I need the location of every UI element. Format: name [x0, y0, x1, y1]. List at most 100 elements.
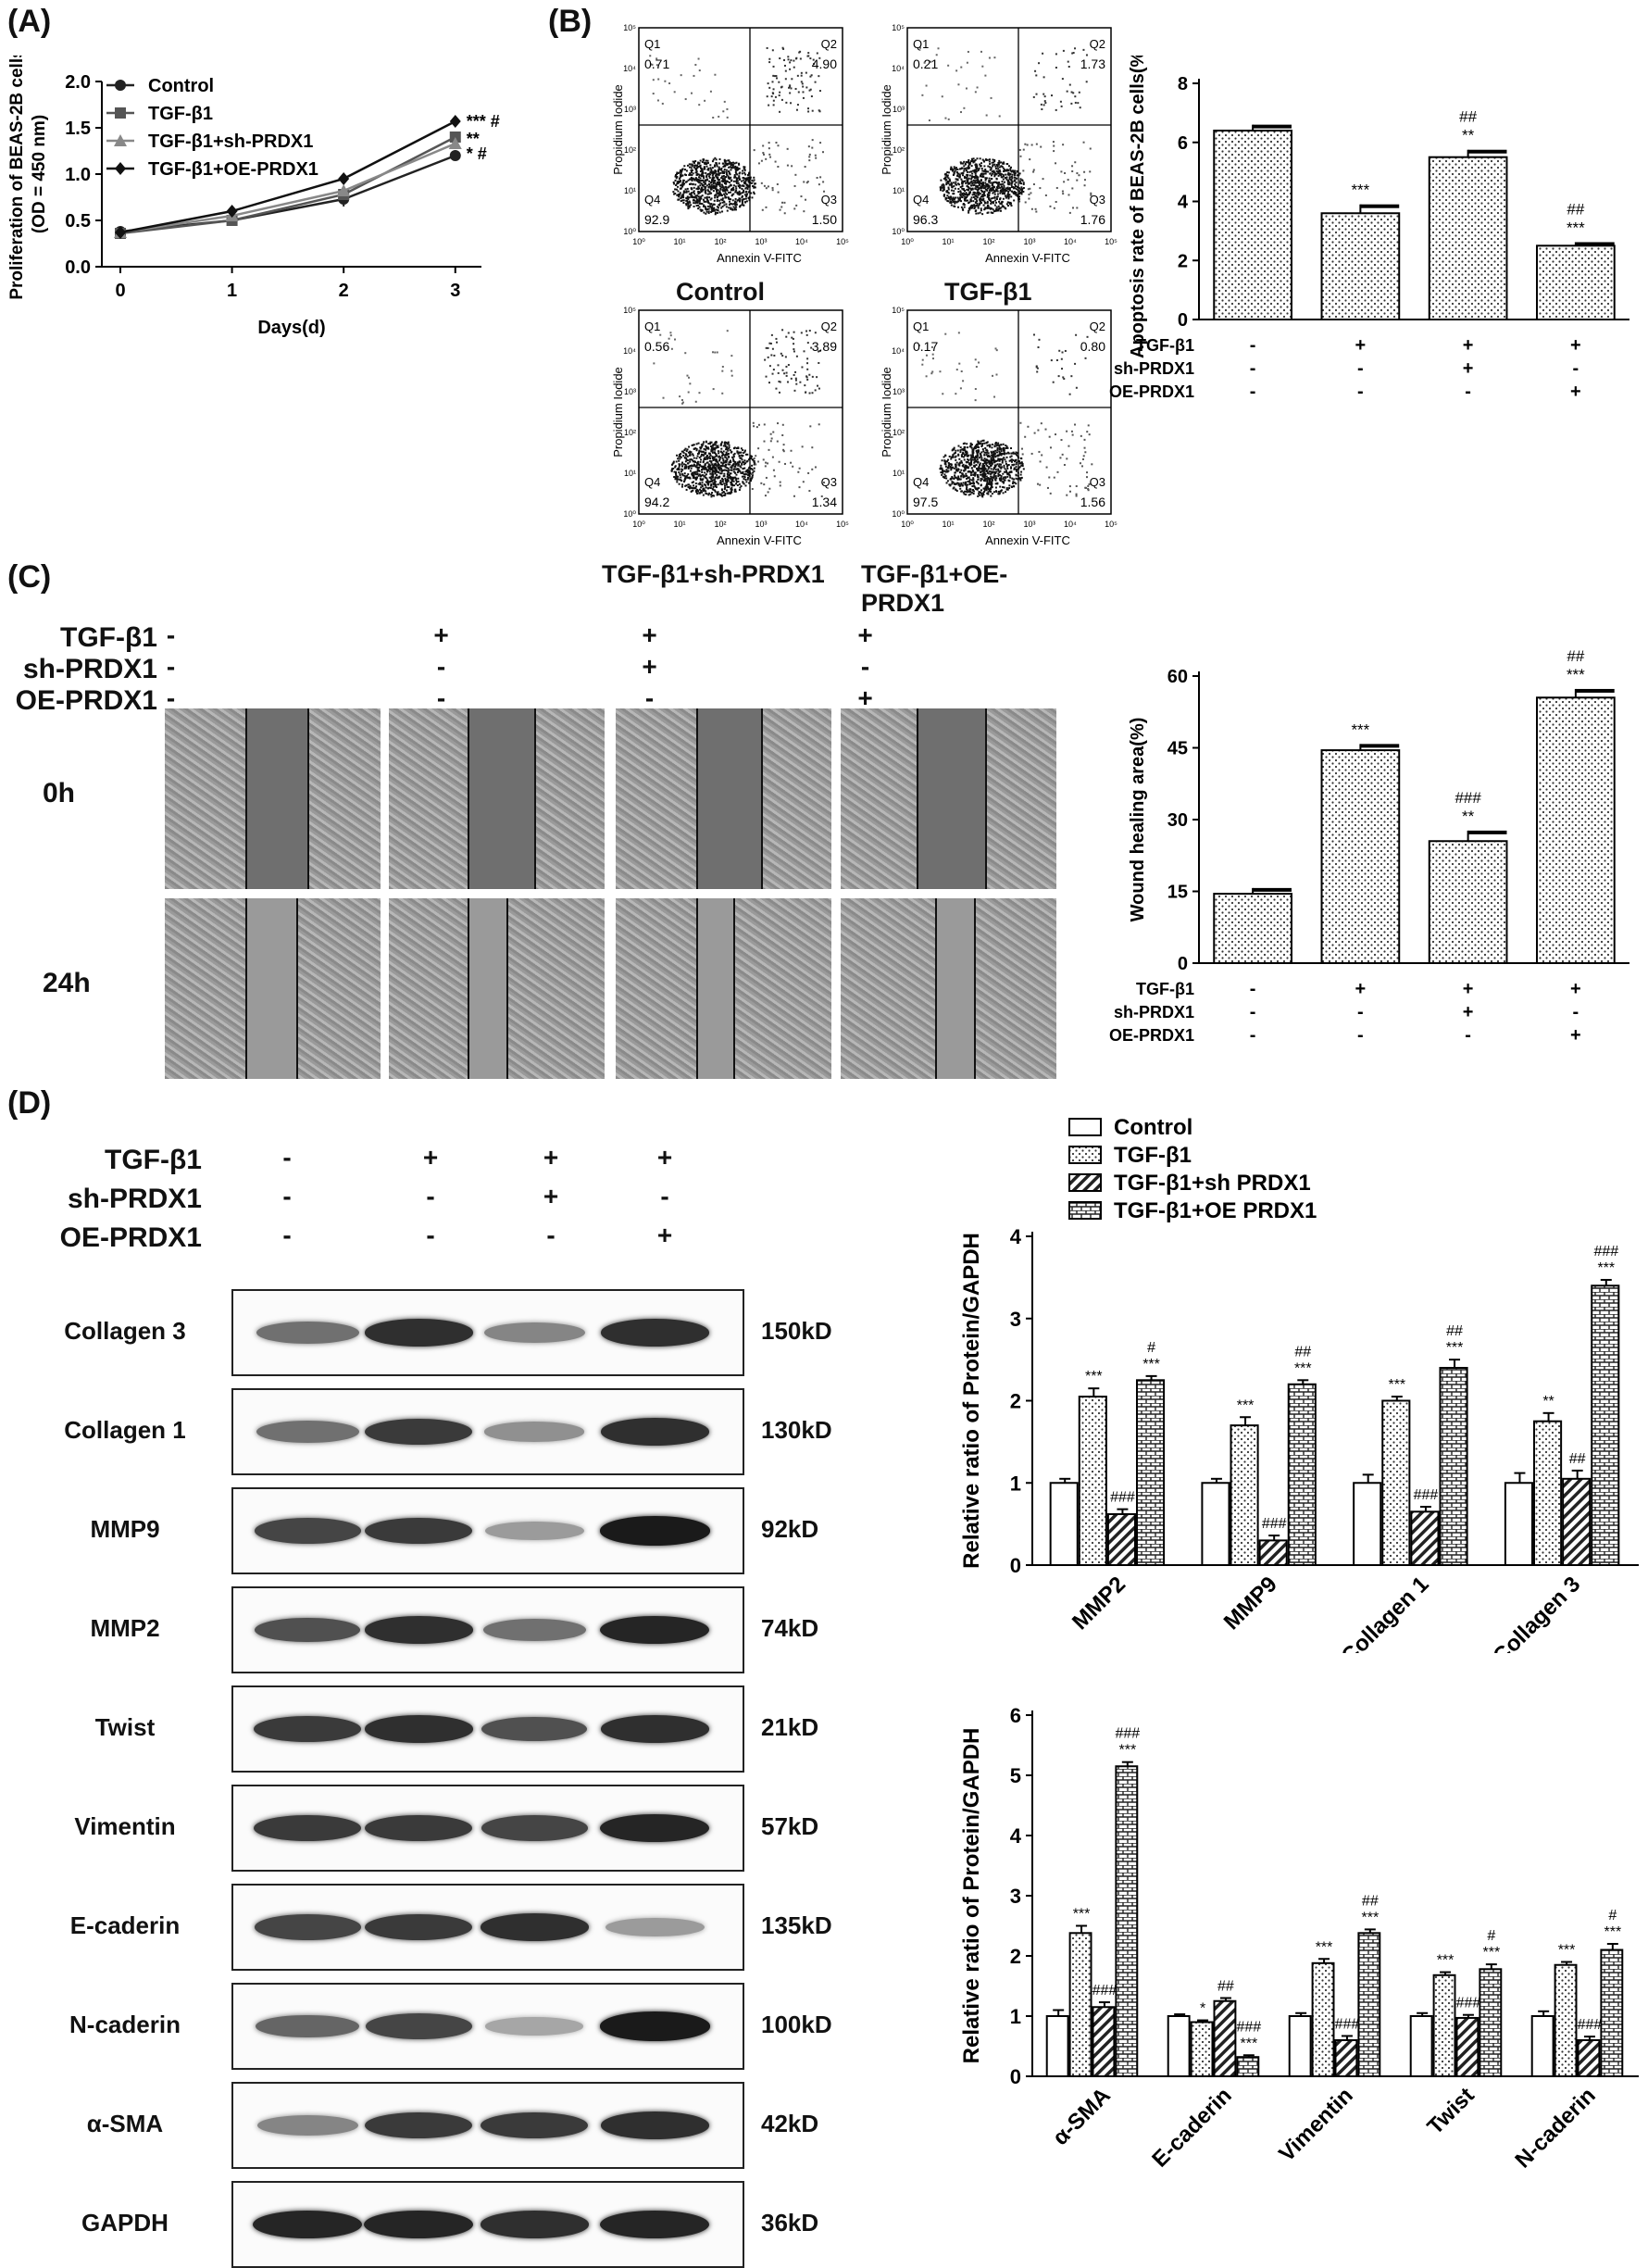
grouped-annotation: ***	[1237, 1397, 1255, 1413]
grouped-category-label: N-caderin	[1510, 2083, 1600, 2173]
grouped-annotation: ###	[1335, 2016, 1360, 2032]
grouped-annotation: ##	[1294, 1344, 1311, 1360]
bar	[1536, 696, 1616, 964]
grouped-annotation: ***	[1388, 1377, 1405, 1393]
flow-quadrant-name: Q4	[644, 193, 660, 207]
grouped-annotation: ###	[1262, 1516, 1287, 1532]
grouped-annotation: ***	[1240, 2036, 1257, 2051]
flow-ytick: 10⁵	[892, 306, 905, 315]
grouped-bar	[1236, 2056, 1260, 2078]
grouped-ytick: 3	[1010, 1885, 1021, 1908]
wb-band	[600, 1319, 709, 1347]
wb-band	[481, 1716, 587, 1742]
chart-a-xtick: 2	[339, 281, 349, 301]
flow-scatter-cloud	[649, 46, 826, 216]
flow-quadrant-name: Q2	[1090, 37, 1105, 51]
flow-xtick: 10²	[982, 520, 994, 529]
grouped-legend-label: Control	[1114, 1115, 1192, 1140]
wb-band	[481, 1815, 588, 1841]
wb-kd-label: 135kD	[761, 1911, 832, 1939]
flow-quadrant-value: 4.90	[812, 56, 837, 71]
flow-xtick: 10³	[755, 520, 767, 529]
flow-scatter-cloud	[653, 329, 826, 498]
grouped-ytick: 5	[1010, 1764, 1021, 1787]
flow-ytick: 10⁵	[623, 306, 636, 315]
flow-quadrant-name: Q3	[1090, 193, 1105, 207]
grouped-annotation: ##	[1446, 1323, 1463, 1339]
chart-a-legend-item: TGF-β1+sh-PRDX1	[106, 132, 313, 152]
flow-ytick: 10⁵	[623, 23, 636, 32]
grouped-legend-label: TGF-β1+sh PRDX1	[1114, 1171, 1311, 1196]
wb-blot-strip	[231, 2082, 744, 2169]
grouped-ylabel: Relative ratio of Protein/GAPDH	[959, 1728, 984, 2064]
flow-quadrant-name: Q3	[821, 475, 837, 489]
wb-blot-strip	[231, 1586, 744, 1673]
wb-band	[256, 1322, 359, 1344]
flow-xtick: 10³	[1023, 520, 1035, 529]
wb-protein-label: MMP9	[90, 1515, 160, 1543]
western-blot-panel: TGF-β1 - + + + sh-PRDX1 - - + - OE-PRDX1 - - - + Collag…	[0, 1130, 935, 2268]
wound-condition-mark: -	[436, 652, 446, 681]
wb-blot-strip	[231, 2181, 744, 2268]
grouped-bar	[1479, 1968, 1503, 2077]
wb-blot-strip	[231, 1487, 744, 1574]
bar-annotation: ***	[1567, 666, 1585, 683]
chart-a-xtick: 1	[227, 281, 237, 301]
grouped-legend-label: TGF-β1	[1114, 1143, 1192, 1168]
flow-xtick: 10⁰	[632, 237, 645, 246]
flow-xtick: 10⁴	[1064, 237, 1077, 246]
wb-band	[483, 1322, 585, 1344]
bar	[1213, 893, 1292, 965]
wb-protein-label: α-SMA	[86, 2110, 164, 2137]
bar-condition-mark: +	[1570, 382, 1581, 402]
wound-image	[165, 898, 381, 1079]
wb-condition-mark: -	[282, 1143, 292, 1172]
wound-condition-mark: -	[644, 683, 655, 712]
wb-blot-strip	[231, 1785, 744, 1872]
flow-xlabel: Annexin V-FITC	[717, 533, 802, 547]
grouped-bar	[1357, 1932, 1381, 2077]
bar-condition-mark: -	[1573, 358, 1579, 379]
bar-condition-mark: +	[1463, 358, 1474, 379]
wb-band	[256, 2114, 358, 2136]
flow-xlabel: Annexin V-FITC	[985, 533, 1070, 547]
grouped-annotation: **	[1542, 1394, 1554, 1410]
wb-band	[365, 2013, 472, 2039]
flow-ylabel: Propidium Iodide	[611, 84, 625, 175]
wb-condition-mark: +	[543, 1143, 559, 1172]
bar-condition-label: TGF-β1	[1136, 980, 1194, 998]
wb-condition-mark: -	[660, 1182, 669, 1210]
flow-quadrant-value: 0.80	[1080, 339, 1105, 354]
chart-a-ytick: 0.5	[65, 211, 91, 232]
grouped-annotation: ###	[1414, 1487, 1439, 1503]
grouped-bar	[1201, 1482, 1230, 1566]
wb-blot-strip	[231, 1685, 744, 1773]
flow-ytick: 10²	[624, 145, 636, 155]
bar-ytick: 8	[1178, 74, 1188, 94]
grouped-bar	[1409, 2015, 1433, 2077]
grouped-annotation: ##	[1362, 1893, 1379, 1909]
grouped-category-label: Collagen 3	[1488, 1572, 1585, 1653]
flow-xtick: 10⁰	[901, 237, 914, 246]
grouped-annotation: ***	[1142, 1357, 1160, 1372]
grouped-annotation: ###	[1092, 1983, 1117, 1999]
wb-band	[481, 2111, 588, 2139]
wb-band	[485, 2017, 583, 2036]
grouped-annotation: ***	[1294, 1360, 1312, 1376]
chart-b-apoptosis: 0 2 4 6 8 Apoptosis rate of BEAS-2B cells(%) *…	[1109, 56, 1629, 402]
grouped-annotation: ###	[1236, 2019, 1261, 2035]
grouped-bar	[1288, 2015, 1312, 2077]
grouped-ytick: 2	[1010, 1390, 1021, 1413]
wound-condition-label: TGF-β1	[60, 622, 157, 653]
bar	[1320, 749, 1401, 965]
grouped-bar	[1068, 1932, 1092, 2077]
bar-ytick: 60	[1167, 667, 1188, 687]
flow-xtick: 10⁰	[901, 520, 914, 529]
flow-quadrant-value: 92.9	[644, 212, 669, 227]
grouped-category-label: E-caderin	[1147, 2083, 1236, 2172]
bar-condition-mark: -	[1357, 382, 1364, 402]
wound-image	[841, 708, 1056, 889]
wb-band	[480, 1913, 589, 1941]
wound-condition-mark: +	[857, 683, 873, 712]
